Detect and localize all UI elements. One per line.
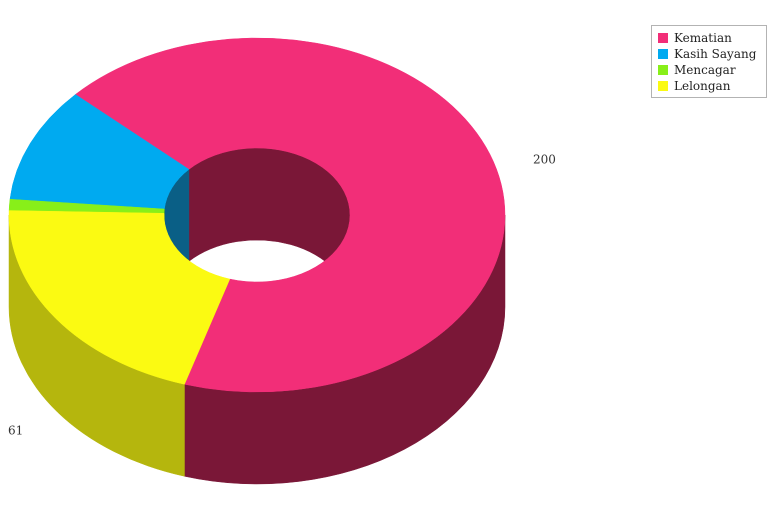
legend-swatch: [658, 49, 668, 59]
legend-swatch: [658, 33, 668, 43]
legend-label: Kasih Sayang: [674, 47, 756, 61]
legend-item: Kasih Sayang: [658, 46, 762, 62]
data-label-lelongan: 61: [8, 424, 23, 438]
legend-label: Lelongan: [674, 79, 730, 93]
legend-item: Kematian: [658, 30, 762, 46]
legend-label: Mencagar: [674, 63, 736, 77]
legend-item: Mencagar: [658, 62, 762, 78]
legend-label: Kematian: [674, 31, 732, 45]
legend-swatch: [658, 65, 668, 75]
legend-item: Lelongan: [658, 78, 762, 94]
legend-swatch: [658, 81, 668, 91]
data-label-kematian: 200: [533, 152, 556, 166]
chart-legend: Kematian Kasih Sayang Mencagar Lelongan: [651, 25, 767, 98]
